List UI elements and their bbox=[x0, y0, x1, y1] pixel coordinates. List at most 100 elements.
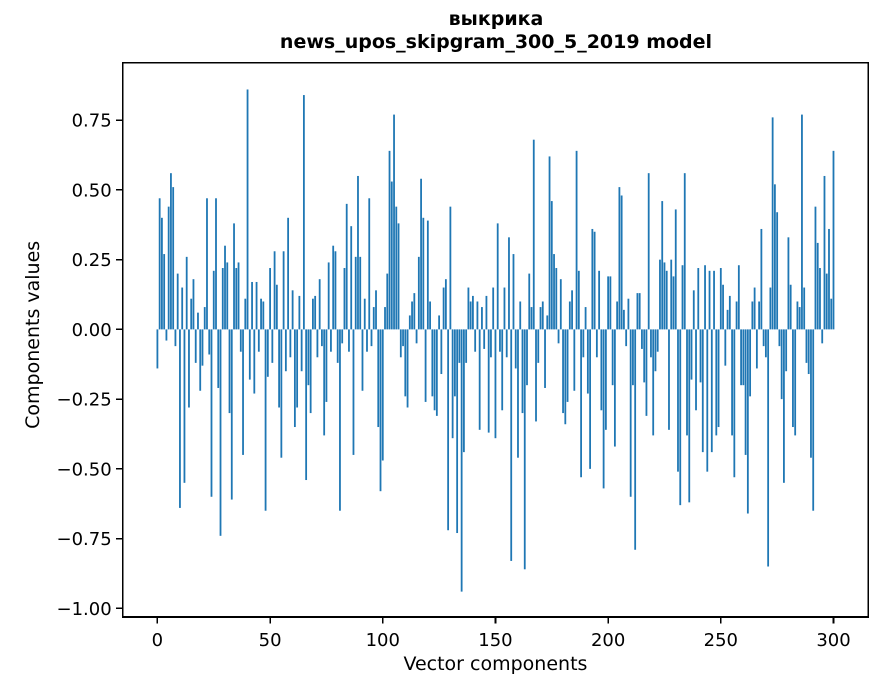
bar bbox=[643, 329, 646, 383]
bar bbox=[591, 228, 594, 330]
bar bbox=[575, 150, 578, 330]
bar bbox=[397, 223, 400, 330]
bar bbox=[483, 329, 486, 349]
bar bbox=[620, 195, 623, 330]
bar bbox=[246, 89, 249, 330]
bar bbox=[663, 262, 666, 330]
bar bbox=[503, 287, 506, 330]
bar bbox=[472, 295, 474, 330]
bar bbox=[627, 298, 630, 330]
bar bbox=[336, 329, 339, 363]
bar bbox=[325, 329, 328, 402]
bar bbox=[366, 329, 368, 352]
bar bbox=[210, 329, 213, 497]
bar bbox=[406, 329, 409, 408]
bar bbox=[584, 307, 587, 330]
bar bbox=[582, 329, 585, 358]
y-tick-label: 0.75 bbox=[72, 111, 112, 132]
bar bbox=[613, 329, 616, 447]
bar bbox=[494, 329, 497, 439]
bar bbox=[368, 198, 371, 330]
bar bbox=[679, 329, 682, 506]
bar bbox=[170, 173, 172, 330]
bar bbox=[379, 329, 382, 492]
bar bbox=[167, 206, 170, 330]
bar bbox=[532, 139, 535, 330]
bar bbox=[284, 329, 287, 372]
bar bbox=[280, 329, 283, 458]
bar bbox=[499, 329, 501, 352]
bar bbox=[390, 181, 393, 330]
bar bbox=[321, 329, 323, 347]
chart-title-line2: news_upos_skipgram_300_5_2019 model bbox=[279, 31, 713, 53]
bar bbox=[487, 329, 490, 433]
bar bbox=[309, 329, 312, 414]
bar bbox=[609, 276, 612, 330]
bar bbox=[774, 184, 776, 330]
bar bbox=[478, 329, 481, 430]
bar bbox=[287, 217, 290, 330]
bar bbox=[568, 301, 571, 330]
bar bbox=[710, 329, 713, 453]
bar bbox=[298, 295, 301, 330]
bar bbox=[413, 293, 416, 330]
bar bbox=[348, 329, 350, 352]
bar bbox=[505, 329, 508, 358]
bar bbox=[156, 329, 159, 369]
bar bbox=[823, 175, 826, 330]
bar bbox=[519, 301, 522, 330]
bar bbox=[399, 329, 402, 358]
bar bbox=[686, 329, 688, 436]
bar bbox=[221, 268, 224, 330]
bar bbox=[316, 329, 319, 358]
bar bbox=[796, 301, 799, 330]
bar bbox=[812, 329, 815, 511]
bar bbox=[228, 329, 231, 414]
bar bbox=[771, 117, 774, 330]
bar bbox=[463, 329, 465, 453]
bar bbox=[792, 329, 794, 428]
bar bbox=[816, 242, 819, 330]
y-tick-label: 0.25 bbox=[72, 250, 112, 271]
bar bbox=[814, 206, 817, 330]
bar bbox=[476, 301, 479, 330]
bar bbox=[275, 284, 278, 330]
bar bbox=[224, 245, 226, 330]
bar bbox=[429, 301, 431, 330]
bar bbox=[300, 329, 303, 372]
bar bbox=[508, 237, 510, 330]
bar bbox=[307, 329, 310, 386]
bar bbox=[672, 276, 675, 330]
chart-title: выкрика news_upos_skipgram_300_5_2019 mo… bbox=[123, 8, 869, 54]
bar bbox=[562, 329, 564, 414]
bar bbox=[668, 329, 670, 430]
bar bbox=[206, 198, 208, 330]
bar bbox=[352, 329, 355, 455]
bar bbox=[819, 268, 821, 330]
bar bbox=[577, 270, 580, 330]
bar bbox=[692, 290, 695, 330]
bar bbox=[735, 301, 738, 330]
bar bbox=[785, 329, 788, 372]
bar bbox=[327, 262, 330, 330]
bar bbox=[708, 270, 711, 330]
bar bbox=[435, 329, 438, 416]
bar bbox=[767, 329, 770, 567]
bar bbox=[544, 329, 546, 388]
bar bbox=[701, 329, 704, 453]
bar bbox=[699, 329, 702, 383]
bar bbox=[677, 329, 679, 472]
bar bbox=[212, 270, 215, 330]
bar bbox=[758, 301, 761, 330]
bar bbox=[161, 217, 163, 330]
bar bbox=[341, 329, 344, 344]
bar bbox=[474, 329, 477, 352]
bar bbox=[753, 287, 756, 330]
bar bbox=[557, 329, 560, 344]
x-tick-label: 50 bbox=[259, 630, 282, 651]
bar bbox=[665, 270, 668, 330]
bar bbox=[526, 329, 528, 386]
bar bbox=[404, 329, 407, 397]
y-tick-label: −1.00 bbox=[57, 599, 112, 620]
bar bbox=[179, 329, 181, 508]
